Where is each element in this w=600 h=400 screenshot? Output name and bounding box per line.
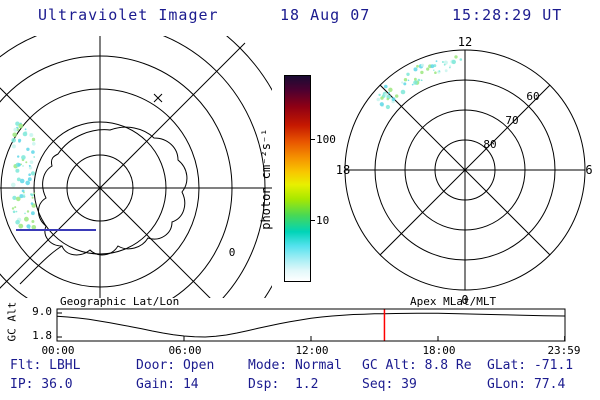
mlt-label-12: 12 xyxy=(458,35,472,49)
apex-polar-plot: 12 0 18 6 60 70 80 xyxy=(336,35,593,307)
geo-grid xyxy=(0,36,272,298)
colorbar-tick-10 xyxy=(310,220,315,221)
date-label: 18 Aug 07 xyxy=(280,6,371,24)
status-dsp: Dsp: 1.2 xyxy=(248,377,319,392)
status-mode: Mode: Normal xyxy=(248,358,342,373)
strip-ytick-top: 9.0 xyxy=(32,305,52,318)
aurora-emission-apex xyxy=(376,55,463,110)
status-ip: IP: 36.0 xyxy=(10,377,73,392)
status-door: Door: Open xyxy=(136,358,215,373)
colorbar-label-10: 10 xyxy=(316,214,330,227)
page-title: Ultraviolet Imager xyxy=(38,6,219,24)
mlat-label-70: 70 xyxy=(505,114,518,127)
strip-ytick-bottom: 1.8 xyxy=(32,329,52,342)
geo-plot-caption: Geographic Lat/Lon xyxy=(60,295,180,308)
colorbar xyxy=(284,75,311,282)
xtick-0600: 06:00 xyxy=(168,344,202,357)
xtick-1200: 12:00 xyxy=(295,344,329,357)
strip-ylabel: GC Alt xyxy=(5,301,19,342)
geographic-polar-plot: 0 xyxy=(0,36,272,298)
status-gc-alt: GC Alt: 8.8 Re xyxy=(362,358,472,373)
mlat-label-80: 80 xyxy=(483,138,496,151)
apex-plot-caption: Apex MLat/MLT xyxy=(410,295,497,308)
strip-chart-frame xyxy=(56,308,566,342)
status-glon: GLon: 77.4 xyxy=(487,377,566,392)
pole-marker-icon xyxy=(153,93,163,103)
antarctic-peninsula xyxy=(19,245,63,285)
xtick-2359: 23:59 xyxy=(547,344,581,357)
aurora-emission-geo xyxy=(11,121,37,230)
mlat-label-60: 60 xyxy=(526,90,539,103)
status-glat: GLat: -71.1 xyxy=(487,358,574,373)
apex-grid xyxy=(344,49,586,291)
status-flt: Flt: LBHL xyxy=(10,358,81,373)
status-gain: Gain: 14 xyxy=(136,377,199,392)
colorbar-tick-100 xyxy=(310,139,315,140)
xtick-1800: 18:00 xyxy=(422,344,456,357)
xtick-0000: 00:00 xyxy=(41,344,75,357)
mlt-label-18: 18 xyxy=(336,163,350,177)
colorbar-units-label: photon cm⁻²s⁻¹ xyxy=(258,128,273,230)
antarctica-coastline xyxy=(38,126,188,256)
gc-alt-strip-chart xyxy=(56,308,566,342)
mlt-label-0: 0 xyxy=(461,293,468,307)
status-seq: Seq: 39 xyxy=(362,377,417,392)
geo-lon-label: 0 xyxy=(229,246,236,259)
mlt-label-6: 6 xyxy=(585,163,592,177)
colorbar-label-100: 100 xyxy=(316,133,336,146)
time-label: 15:28:29 UT xyxy=(452,6,563,24)
